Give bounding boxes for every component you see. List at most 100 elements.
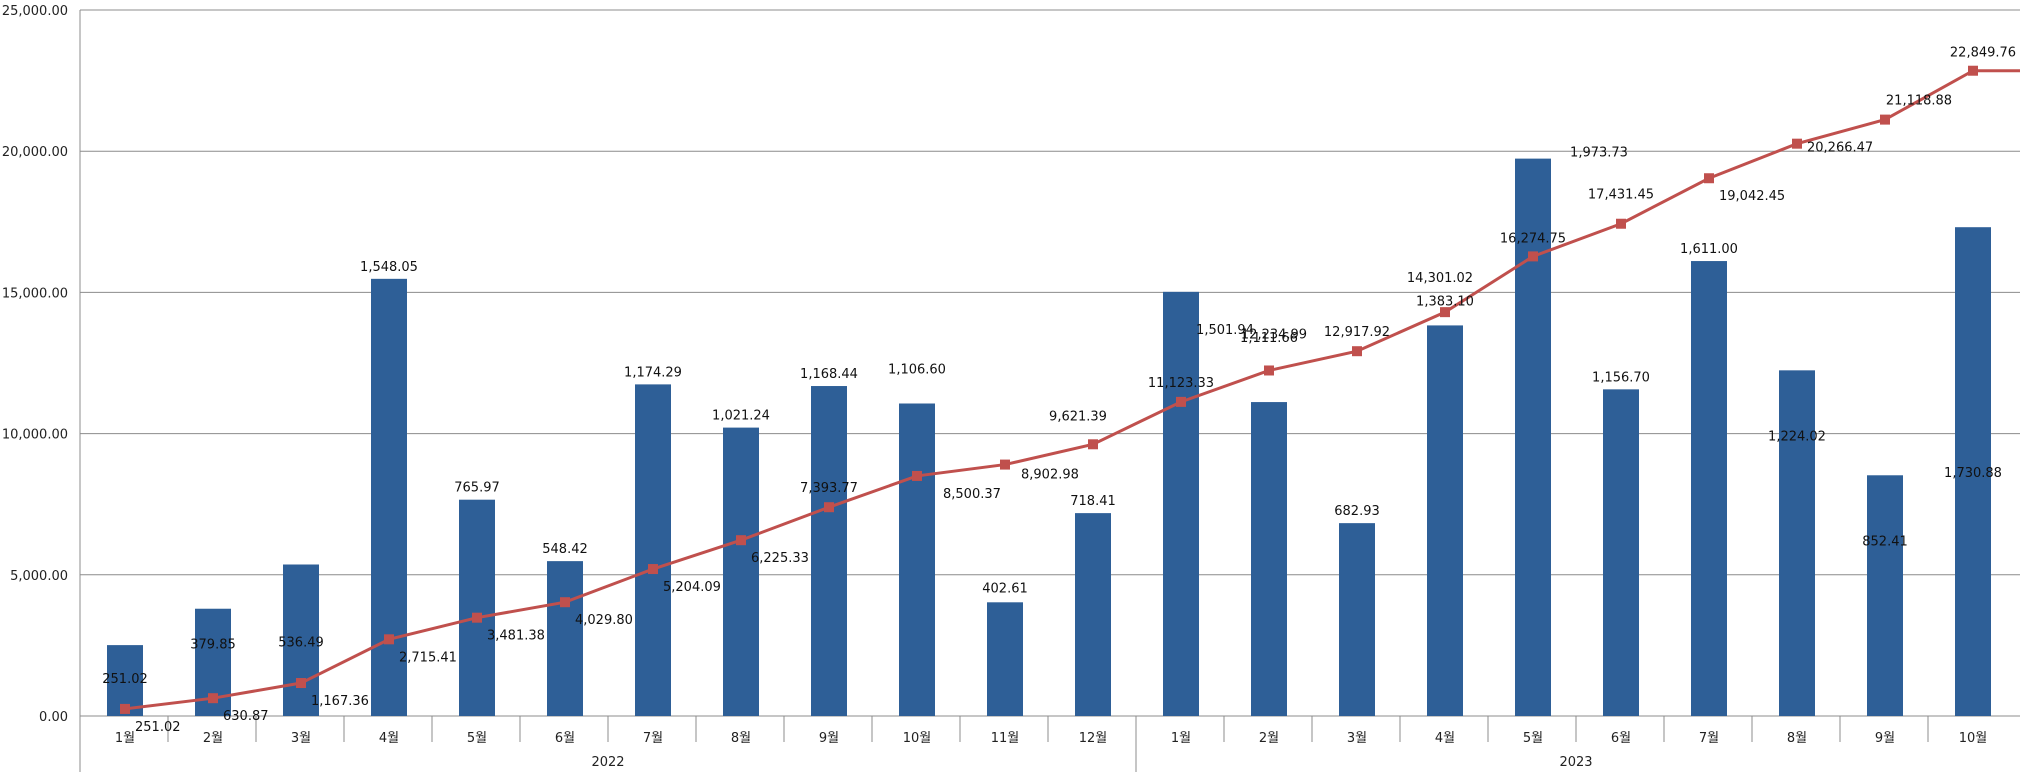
year-label: 2022 [591,755,624,770]
bar-data-label: 1,224.02 [1768,429,1826,444]
bar-data-label: 1,548.05 [360,260,418,275]
bar [1603,389,1639,716]
line-data-label: 7,393.77 [800,481,858,496]
cumulative-line [124,69,2020,711]
line-marker [1088,439,1098,450]
bar-data-label: 765.97 [454,481,500,496]
category-label: 11월 [991,731,1020,746]
line-marker [1440,307,1450,318]
bar-data-label: 1,973.73 [1570,146,1628,161]
bar [1075,513,1111,716]
bar-data-label: 402.61 [982,581,1028,596]
y-tick-label: 0.00 [39,710,68,725]
bar [1339,523,1375,716]
category-label: 6월 [1611,731,1631,746]
y-tick-label: 15,000.00 [2,286,68,301]
bar [547,561,583,716]
line-data-label: 251.02 [135,720,181,735]
y-tick-label: 25,000.00 [2,4,68,19]
bar-data-label: 1,730.88 [1944,466,2002,481]
category-label: 5월 [1523,731,1543,746]
bar [987,602,1023,716]
line-data-label: 11,123.33 [1148,376,1214,391]
bar-data-label: 379.85 [190,638,236,653]
line-data-label: 9,621.39 [1049,409,1107,424]
line-data-label: 8,902.98 [1021,468,1079,483]
bar [723,427,759,716]
bar [1867,475,1903,716]
bar-data-label: 251.02 [102,672,148,687]
line-data-label: 12,917.92 [1324,325,1390,340]
line-data-label: 2,715.41 [399,650,457,665]
line-marker [1792,138,1802,149]
bar-data-label: 682.93 [1334,504,1380,519]
category-label: 7월 [643,731,663,746]
line-marker [1968,65,1978,76]
line-marker [736,535,746,546]
line-marker [560,597,570,608]
y-tick-label: 10,000.00 [2,428,68,443]
line-data-label: 16,274.75 [1500,231,1566,246]
category-label: 9월 [819,731,839,746]
line-marker [1880,114,1890,125]
line-marker [1352,346,1362,357]
line-marker [912,470,922,481]
line-marker [1264,365,1274,376]
line-data-label: 19,042.45 [1719,189,1785,204]
line-data-label: 20,266.47 [1807,141,1873,156]
line-marker [208,693,218,704]
bar [459,499,495,716]
line-data-label: 14,301.02 [1407,271,1473,286]
line-data-label: 22,849.76 [1950,46,2016,61]
line-data-label: 5,204.09 [663,580,721,595]
line-marker [648,564,658,575]
bar-data-label: 1,174.29 [624,365,682,380]
bar [1691,261,1727,716]
category-label: 4월 [379,731,399,746]
line-data-label: 4,029.80 [575,613,633,628]
line-data-label: 17,431.45 [1588,188,1654,203]
category-label: 10월 [903,731,932,746]
line-marker [384,634,394,645]
bar-data-label: 1,156.70 [1592,370,1650,385]
bar-data-label: 1,611.00 [1680,242,1738,257]
y-tick-label: 20,000.00 [2,145,68,160]
line-marker [1616,218,1626,229]
category-label: 10월 [1959,731,1988,746]
bar [635,384,671,716]
year-label: 2023 [1559,755,1592,770]
line-marker [1176,396,1186,407]
bar [1955,227,1991,716]
line-data-label: 6,225.33 [751,551,809,566]
line-data-label: 21,118.88 [1886,94,1952,109]
line-marker [1704,173,1714,184]
bar [899,403,935,716]
line-marker [1528,251,1538,262]
line-data-label: 8,500.37 [943,487,1001,502]
bar-data-label: 1,501.94 [1196,323,1254,338]
category-label: 2월 [1259,731,1279,746]
bar-data-label: 1,111.66 [1240,331,1298,346]
y-tick-label: 5,000.00 [10,569,68,584]
bar-data-label: 536.49 [278,635,324,650]
category-label: 4월 [1435,731,1455,746]
line-data-label: 630.87 [223,709,269,724]
line-marker [1000,459,1010,470]
bar-data-label: 1,106.60 [888,362,946,377]
bar-data-label: 852.41 [1862,534,1908,549]
line-marker [824,502,834,513]
category-label: 8월 [1787,731,1807,746]
category-label: 12월 [1079,731,1108,746]
category-label: 8월 [731,731,751,746]
category-label: 5월 [467,731,487,746]
line-data-label: 12,234.99 [1241,327,1307,342]
line-data-label: 3,481.38 [487,629,545,644]
line-data-label: 1,167.36 [311,694,369,709]
bar-data-label: 1,383.10 [1416,294,1474,309]
category-label: 3월 [291,731,311,746]
category-label: 1월 [115,731,135,746]
category-label: 6월 [555,731,575,746]
category-label: 1월 [1171,731,1191,746]
bar [283,564,319,716]
